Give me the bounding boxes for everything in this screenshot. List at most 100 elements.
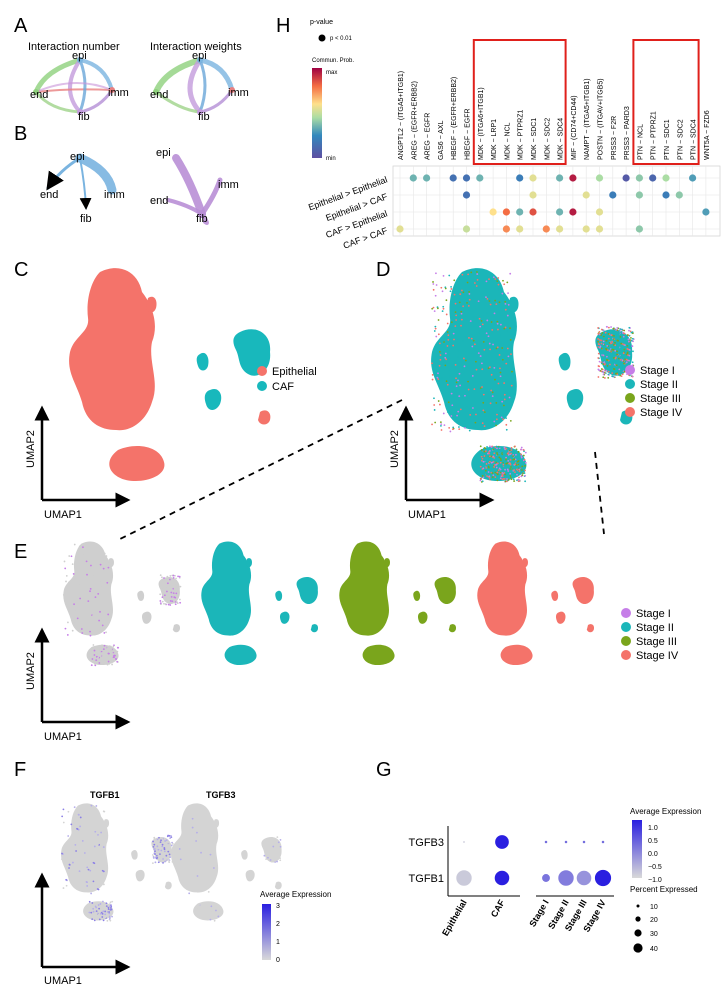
umap-point xyxy=(73,806,76,809)
umap-point xyxy=(82,546,84,549)
umap-point xyxy=(609,363,611,366)
umap-point xyxy=(91,902,94,904)
umap-point xyxy=(174,603,177,606)
umap-point xyxy=(158,836,160,839)
h-dot xyxy=(542,225,550,233)
h-column-label: WNT5A − FZD6 xyxy=(704,110,711,160)
umap-point xyxy=(217,915,220,918)
umap-point xyxy=(515,464,518,467)
umap-point xyxy=(198,904,201,906)
panel-a: Interaction number Interaction weights e… xyxy=(28,41,249,123)
umap-point xyxy=(475,368,478,371)
umap-point xyxy=(431,423,433,426)
umap-point xyxy=(480,459,483,462)
umap-cluster xyxy=(131,850,138,860)
umap-point xyxy=(202,909,205,912)
umap-point xyxy=(480,454,483,457)
umap-point xyxy=(516,460,519,463)
umap-point xyxy=(431,362,433,365)
h-dot xyxy=(462,225,471,233)
umap-point xyxy=(610,334,613,336)
umap-point xyxy=(175,584,178,587)
umap-point xyxy=(103,653,106,656)
umap-point xyxy=(521,458,524,461)
umap-point xyxy=(447,338,450,341)
umap-point xyxy=(440,424,442,427)
umap-point xyxy=(463,365,466,368)
umap-point xyxy=(472,339,475,342)
umap-point xyxy=(276,836,279,839)
umap-point xyxy=(196,890,199,893)
umap-point xyxy=(481,475,484,477)
umap-point xyxy=(446,383,449,386)
umap-point xyxy=(499,477,502,480)
umap-point xyxy=(209,841,212,844)
umap-point xyxy=(102,900,104,903)
umap-point xyxy=(506,349,508,352)
umap-point xyxy=(443,341,445,343)
umap-cluster xyxy=(555,611,566,624)
umap-point xyxy=(484,450,487,452)
umap-point xyxy=(102,883,105,886)
umap-point xyxy=(489,348,491,351)
umap-point xyxy=(72,861,74,864)
umap-cluster xyxy=(434,576,456,604)
umap-point xyxy=(174,598,176,601)
umap-point xyxy=(99,563,102,566)
umap-point xyxy=(215,909,217,912)
node-epi: epi xyxy=(72,50,87,62)
umap-point xyxy=(507,470,510,472)
umap-point xyxy=(493,312,496,315)
umap-point xyxy=(505,362,508,365)
umap-point xyxy=(506,462,509,464)
umap-point xyxy=(499,367,501,370)
umap-point xyxy=(113,652,116,655)
umap-point xyxy=(495,466,498,469)
umap-cluster-caf xyxy=(196,352,209,371)
umap-point xyxy=(521,474,524,477)
umap-point xyxy=(462,305,465,308)
dashed-connector-right xyxy=(594,451,605,535)
umap-point xyxy=(489,468,492,471)
umap-point xyxy=(606,364,609,367)
umap-point xyxy=(67,862,69,865)
umap-point xyxy=(498,451,501,454)
umap-point xyxy=(165,839,168,842)
umap-point xyxy=(485,280,488,283)
umap-point xyxy=(453,338,455,341)
umap-point xyxy=(495,347,498,350)
umap-point xyxy=(211,914,214,917)
umap-point xyxy=(169,604,172,606)
umap-point xyxy=(83,827,86,830)
umap-point xyxy=(91,618,94,620)
umap-point xyxy=(476,279,479,281)
umap-point xyxy=(442,305,445,308)
h-dot xyxy=(462,191,471,199)
umap-point xyxy=(96,589,99,591)
umap-point xyxy=(190,867,193,870)
umap-point xyxy=(499,312,502,314)
umap-point xyxy=(495,418,498,421)
umap-point xyxy=(431,374,434,376)
umap-point xyxy=(507,459,510,462)
umap-c xyxy=(69,268,271,482)
umap-point xyxy=(456,337,459,340)
umap-point xyxy=(485,455,488,457)
umap-point xyxy=(107,660,110,663)
umap-point xyxy=(116,660,119,663)
umap-point xyxy=(497,469,500,472)
umap-point xyxy=(457,410,460,413)
umap-point xyxy=(455,377,457,380)
umap-point xyxy=(489,455,491,458)
h-dot xyxy=(582,191,590,199)
umap-point xyxy=(516,473,518,476)
umap-point xyxy=(607,376,610,379)
umap-point xyxy=(167,603,170,606)
panel-label-b: B xyxy=(14,123,27,145)
umap-point xyxy=(483,449,485,451)
umap-point xyxy=(167,600,170,603)
umap-point xyxy=(161,843,164,846)
umap-point xyxy=(169,600,172,602)
umap-point xyxy=(628,326,631,329)
umap-point xyxy=(89,869,92,872)
